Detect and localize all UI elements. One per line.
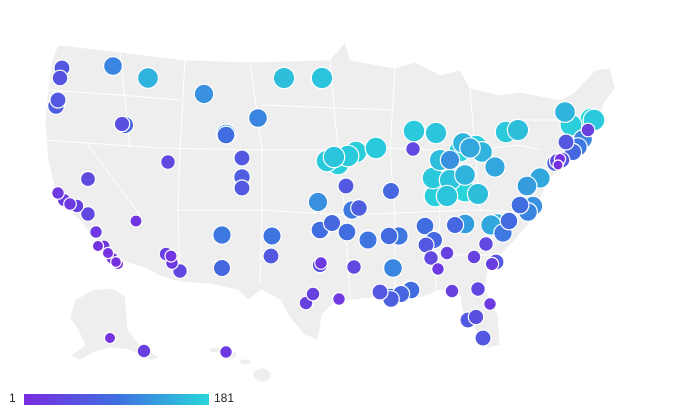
map-bubble[interactable] [272, 66, 296, 90]
map-bubble[interactable] [212, 225, 232, 245]
map-bubble[interactable] [383, 258, 404, 279]
map-bubble[interactable] [332, 292, 346, 306]
map-bubble[interactable] [51, 69, 69, 87]
map-bubble[interactable] [346, 259, 362, 275]
map-bubble[interactable] [49, 91, 67, 109]
map-bubble[interactable] [364, 136, 388, 160]
map-bubble[interactable] [405, 141, 421, 157]
map-bubble[interactable] [553, 100, 576, 123]
map-bubble[interactable] [431, 262, 445, 276]
map-bubble[interactable] [459, 137, 481, 159]
map-bubble[interactable] [80, 206, 96, 222]
map-bubble[interactable] [79, 170, 97, 188]
map-bubble[interactable] [484, 156, 506, 178]
map-bubble[interactable] [466, 182, 490, 206]
map-bubble[interactable] [478, 236, 494, 252]
map-bubble[interactable] [467, 308, 485, 326]
map-bubble[interactable] [305, 286, 321, 302]
bubble-layer [47, 55, 606, 359]
map-bubble[interactable] [470, 281, 486, 297]
map-bubble[interactable] [91, 239, 105, 253]
map-bubble[interactable] [212, 258, 232, 278]
map-bubble[interactable] [371, 283, 389, 301]
map-bubble[interactable] [516, 175, 538, 197]
map-bubble[interactable] [113, 115, 131, 133]
map-bubble[interactable] [233, 149, 251, 167]
map-bubble[interactable] [552, 159, 564, 171]
map-bubble[interactable] [51, 186, 65, 200]
map-bubble[interactable] [379, 226, 399, 246]
map-bubble[interactable] [233, 179, 251, 197]
map-svg [44, 41, 616, 383]
map-bubble[interactable] [499, 211, 519, 231]
legend-color-scale [24, 394, 209, 405]
map-bubble[interactable] [310, 66, 334, 90]
map-bubble[interactable] [103, 331, 117, 345]
map-bubble[interactable] [219, 345, 233, 359]
map-bubble[interactable] [381, 181, 401, 201]
map-bubble[interactable] [63, 197, 77, 211]
map-bubble[interactable] [474, 329, 492, 347]
map-bubble[interactable] [415, 216, 435, 236]
map-bubble[interactable] [262, 226, 282, 246]
map-bubble[interactable] [137, 66, 160, 89]
map-bubble[interactable] [248, 107, 269, 128]
map-bubble[interactable] [193, 83, 215, 105]
map-bubble[interactable] [216, 125, 236, 145]
map-bubble[interactable] [557, 133, 575, 151]
map-bubble[interactable] [483, 297, 497, 311]
map-bubble[interactable] [402, 119, 426, 143]
map-bubble[interactable] [101, 246, 115, 260]
map-bubble[interactable] [358, 230, 378, 250]
map-bubble[interactable] [337, 222, 357, 242]
map-bubble[interactable] [102, 55, 123, 76]
map-bubble[interactable] [506, 118, 530, 142]
map-bubble[interactable] [580, 122, 596, 138]
map-bubble[interactable] [307, 191, 329, 213]
map-bubble[interactable] [262, 247, 280, 265]
map-bubble[interactable] [129, 214, 143, 228]
map-bubble[interactable] [439, 245, 455, 261]
map-bubble[interactable] [510, 195, 530, 215]
map-bubble[interactable] [454, 164, 477, 187]
map-bubble[interactable] [466, 249, 482, 265]
map-bubble[interactable] [164, 249, 178, 263]
map-bubble[interactable] [337, 177, 355, 195]
map-bubble[interactable] [435, 184, 459, 208]
legend-max-label: 181 [214, 391, 235, 405]
alaska-shape [69, 287, 162, 361]
map-bubble[interactable] [423, 250, 439, 266]
map-bubble[interactable] [322, 213, 342, 233]
map-bubble[interactable] [439, 149, 461, 171]
map-bubble[interactable] [424, 121, 448, 145]
map-bubble[interactable] [109, 256, 122, 269]
map-bubble[interactable] [444, 283, 460, 299]
map-bubble[interactable] [314, 256, 328, 270]
map-bubble[interactable] [89, 225, 103, 239]
map-bubble[interactable] [160, 154, 176, 170]
hawaii-shape [208, 346, 272, 383]
map-bubble[interactable] [445, 215, 465, 235]
map-bubble[interactable] [322, 145, 346, 169]
map-bubble[interactable] [136, 343, 152, 359]
map-bubble[interactable] [350, 199, 368, 217]
legend-min-label: 1 [9, 391, 16, 405]
map-bubble[interactable] [484, 256, 500, 272]
